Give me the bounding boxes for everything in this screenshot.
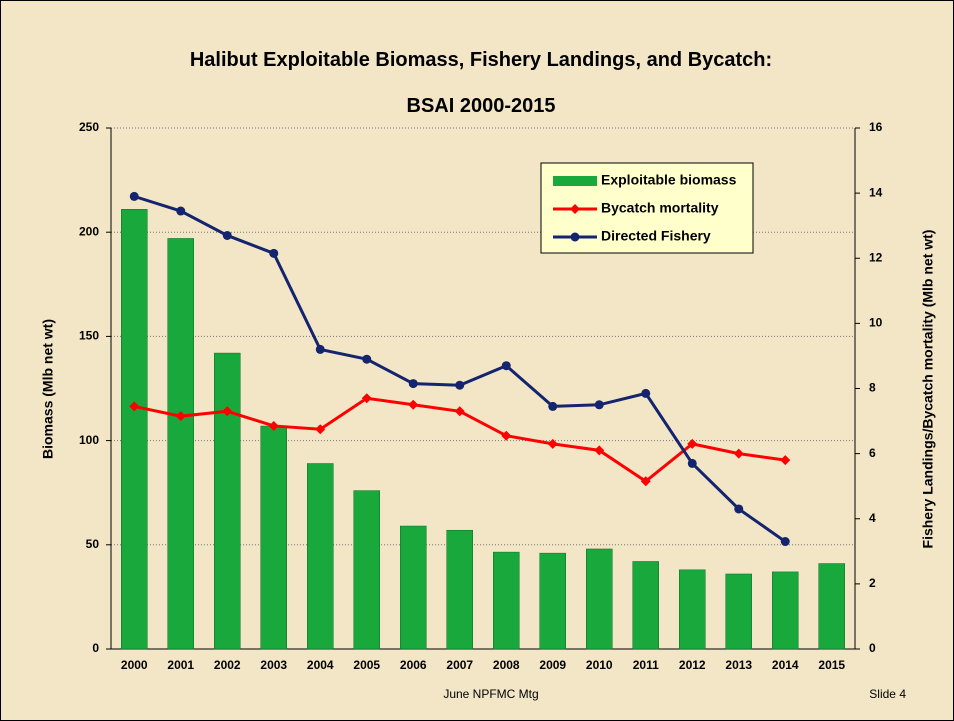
line-marker <box>595 400 604 409</box>
bar <box>633 561 659 649</box>
line-marker <box>781 537 790 546</box>
line-marker <box>455 381 464 390</box>
line-marker <box>734 504 743 513</box>
y2-tick-label: 10 <box>869 316 883 330</box>
line-marker <box>502 361 511 370</box>
x-tick-label: 2015 <box>818 658 845 672</box>
x-tick-label: 2009 <box>539 658 566 672</box>
line-marker <box>409 379 418 388</box>
bar <box>447 530 473 649</box>
x-tick-label: 2003 <box>260 658 287 672</box>
line-marker <box>734 449 744 459</box>
y2-tick-label: 0 <box>869 641 876 655</box>
y2-tick-label: 12 <box>869 250 883 264</box>
y2-tick-label: 4 <box>869 511 876 525</box>
legend-label: Exploitable biomass <box>601 172 737 188</box>
line-marker <box>362 355 371 364</box>
slide: Biomass (Mlb net wt) Fishery Landings/By… <box>0 0 954 721</box>
line-marker <box>548 402 557 411</box>
bar <box>261 426 287 649</box>
chart-subtitle: BSAI 2000-2015 <box>181 95 781 118</box>
bar <box>493 552 519 649</box>
y2-axis-title: Fishery Landings/Bycatch mortality (Mlb … <box>920 230 936 549</box>
bar <box>726 574 752 649</box>
bar <box>354 491 380 649</box>
bar <box>307 464 333 649</box>
y-axis-title: Biomass (Mlb net wt) <box>40 319 56 459</box>
x-tick-label: 2000 <box>121 658 148 672</box>
legend-swatch <box>553 176 597 186</box>
y-tick-label: 100 <box>79 433 99 447</box>
line-marker <box>780 455 790 465</box>
y2-tick-label: 6 <box>869 446 876 460</box>
bar <box>819 564 845 649</box>
x-tick-label: 2004 <box>307 658 334 672</box>
x-tick-label: 2010 <box>586 658 613 672</box>
line-marker <box>223 231 232 240</box>
bar <box>586 549 612 649</box>
bar <box>121 209 147 649</box>
line-marker <box>316 345 325 354</box>
y-tick-label: 200 <box>79 224 99 238</box>
legend-label: Directed Fishery <box>601 228 711 244</box>
bar <box>772 572 798 649</box>
bar <box>540 553 566 649</box>
line-marker <box>269 249 278 258</box>
bar <box>400 526 426 649</box>
x-tick-label: 2002 <box>214 658 241 672</box>
x-tick-label: 2007 <box>446 658 473 672</box>
x-tick-label: 2006 <box>400 658 427 672</box>
bar <box>168 238 194 649</box>
chart-title: Halibut Exploitable Biomass, Fishery Lan… <box>181 49 781 72</box>
bar <box>679 570 705 649</box>
bar <box>214 353 240 649</box>
line-marker <box>176 207 185 216</box>
x-tick-label: 2012 <box>679 658 706 672</box>
legend-label: Bycatch mortality <box>601 200 719 216</box>
x-tick-label: 2013 <box>725 658 752 672</box>
line-marker <box>688 459 697 468</box>
y2-tick-label: 2 <box>869 576 876 590</box>
footer-right: Slide 4 <box>869 687 906 701</box>
line-marker <box>130 192 139 201</box>
x-tick-label: 2005 <box>353 658 380 672</box>
y2-tick-label: 14 <box>869 185 883 199</box>
y2-tick-label: 16 <box>869 120 883 134</box>
y-tick-label: 150 <box>79 329 99 343</box>
x-tick-label: 2008 <box>493 658 520 672</box>
line-marker <box>571 233 580 242</box>
line-marker <box>641 389 650 398</box>
x-tick-label: 2011 <box>633 658 659 672</box>
x-tick-label: 2001 <box>167 658 194 672</box>
y-tick-label: 0 <box>92 641 99 655</box>
y2-tick-label: 8 <box>869 381 876 395</box>
y-tick-label: 50 <box>86 537 100 551</box>
footer-center: June NPFMC Mtg <box>443 687 538 701</box>
line-marker <box>408 400 418 410</box>
y-tick-label: 250 <box>79 120 99 134</box>
x-tick-label: 2014 <box>772 658 799 672</box>
